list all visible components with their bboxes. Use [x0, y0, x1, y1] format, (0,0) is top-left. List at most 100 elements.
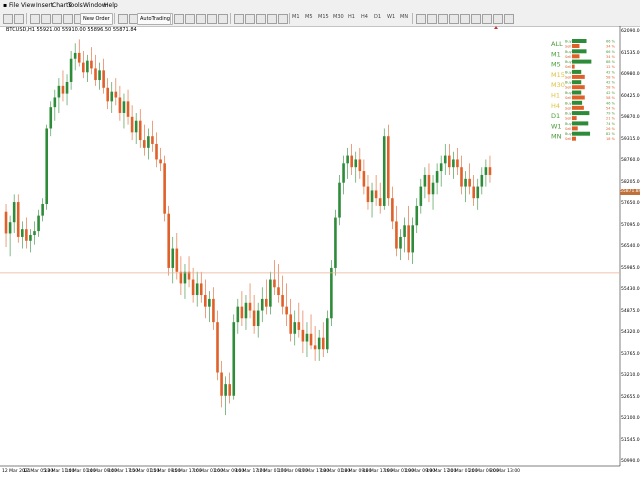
price-axis-label: 54875.00	[621, 308, 640, 314]
candle-bull	[69, 58, 73, 82]
price-axis-label: 58205.00	[621, 179, 640, 185]
market-watch-icon[interactable]	[30, 14, 40, 24]
candle-bear	[187, 271, 191, 280]
text-tool-icon[interactable]	[493, 14, 503, 24]
timeframe-m1[interactable]: M1	[292, 14, 300, 20]
menu-bar: ▪ File View Insert Charts Tools Window H…	[0, 0, 640, 11]
indicator-sell-bar	[572, 95, 585, 100]
candle-bull	[431, 182, 435, 195]
menu-icon[interactable]: ▪	[3, 2, 8, 9]
timeframe-d1[interactable]: D1	[374, 14, 382, 20]
terminal-icon[interactable]	[63, 14, 73, 24]
indicator-buy-percent: 66 %	[606, 40, 616, 44]
indicator-sell-percent: 18 %	[606, 137, 616, 141]
indicator-timeframe-label: D1	[551, 112, 560, 120]
menu-view[interactable]: View	[21, 2, 36, 9]
templates-icon[interactable]	[278, 14, 288, 24]
menu-window[interactable]: Window	[83, 2, 107, 9]
indicator-buy-label: Buy	[565, 70, 572, 74]
timeframe-m5[interactable]: M5	[305, 14, 313, 20]
navigator-icon[interactable]	[52, 14, 62, 24]
zoom-out-icon[interactable]	[218, 14, 228, 24]
candle-bear	[488, 167, 492, 175]
candle-bear	[138, 120, 142, 141]
price-axis-label: 55430.00	[621, 287, 640, 292]
menu-charts[interactable]: Charts	[52, 2, 72, 9]
tile-windows-icon[interactable]	[234, 14, 244, 24]
channel-icon[interactable]	[471, 14, 481, 24]
timeframe-m15[interactable]: M15	[318, 14, 329, 20]
indicator-buy-percent: 74 %	[606, 122, 616, 126]
vertical-line-icon[interactable]	[438, 14, 448, 24]
candle-bull	[65, 81, 69, 94]
timeframe-m30[interactable]: M30	[333, 14, 344, 20]
candle-bull	[423, 174, 427, 187]
price-axis-label: 60980.00	[621, 72, 640, 77]
indicator-buy-label: Buy	[565, 91, 572, 95]
indicator-buy-bar	[572, 39, 587, 43]
candle-bear	[273, 279, 276, 288]
candle-bull	[236, 306, 240, 323]
candle-bear	[374, 190, 378, 199]
candle-bull	[195, 283, 199, 296]
candlestick-icon[interactable]	[185, 14, 195, 24]
indicator-sell-bar	[572, 44, 580, 48]
indicator-buy-percent: 42 %	[606, 70, 616, 74]
bar-chart-icon[interactable]	[174, 14, 184, 24]
timeframe-h4[interactable]: H4	[361, 14, 368, 20]
candle-bear	[126, 101, 130, 117]
toolbar-separator	[412, 13, 413, 24]
new-chart-icon[interactable]	[3, 14, 13, 24]
label-tool-icon[interactable]	[504, 14, 514, 24]
indicators-icon[interactable]	[256, 14, 266, 24]
metaeditor-icon[interactable]	[118, 14, 128, 24]
indicator-buy-label: Buy	[565, 132, 572, 136]
autotrading-button[interactable]: AutoTrading	[137, 13, 173, 25]
chart-window[interactable]: ALL Buy Sell 66 % 34 % M1 Buy Sell 66 % 34 % M5 Buy…	[0, 26, 640, 480]
candle-bear	[472, 186, 475, 199]
horizontal-line-icon[interactable]	[449, 14, 459, 24]
candle-bear	[378, 198, 382, 206]
timeframe-mn[interactable]: MN	[400, 14, 409, 20]
trendline-icon[interactable]	[460, 14, 470, 24]
profiles-icon[interactable]	[14, 14, 24, 24]
price-axis-label: 62090.00	[621, 29, 640, 34]
data-window-icon[interactable]	[41, 14, 51, 24]
menu-help[interactable]: Help	[104, 2, 118, 9]
menu-tools[interactable]: Tools	[68, 2, 83, 9]
zoom-in-icon[interactable]	[207, 14, 217, 24]
candle-bull	[354, 159, 358, 168]
candle-bear	[163, 163, 166, 214]
indicator-sell-bar	[572, 116, 577, 121]
indicator-buy-label: Buy	[565, 40, 572, 44]
candle-bull	[45, 128, 48, 204]
current-price-tag: 55871.84	[620, 189, 640, 195]
candle-bull	[399, 236, 402, 249]
timeframe-w1[interactable]: W1	[387, 14, 396, 20]
candle-bear	[4, 211, 8, 234]
toolbar: New Order AutoTrading M1 M5 M15 M30 H1 H…	[0, 11, 640, 27]
time-axis-label: 20 Mar 09:00	[468, 469, 499, 474]
new-order-button[interactable]: New Order	[80, 13, 113, 25]
menu-insert[interactable]: Insert	[36, 2, 54, 9]
indicator-sell-label: Sell	[565, 117, 571, 121]
price-axis-label: 56540.00	[621, 244, 640, 249]
candle-bull	[37, 215, 40, 232]
indicator-timeframe-label: W1	[551, 122, 562, 130]
candle-bear	[16, 202, 20, 237]
cursor-icon[interactable]	[416, 14, 426, 24]
period-icon[interactable]	[267, 14, 277, 24]
fibonacci-icon[interactable]	[482, 14, 492, 24]
menu-file[interactable]: File	[9, 2, 20, 9]
candle-bear	[191, 279, 195, 296]
price-axis-label: 52100.00	[621, 416, 640, 421]
line-chart-icon[interactable]	[196, 14, 206, 24]
chart-shift-icon[interactable]	[245, 14, 255, 24]
candle-bull	[86, 60, 89, 73]
timeframe-h1[interactable]: H1	[348, 14, 355, 20]
price-axis-label: 60425.00	[621, 93, 640, 99]
candle-bull	[244, 302, 248, 319]
indicator-buy-label: Buy	[565, 81, 572, 85]
crosshair-icon[interactable]	[427, 14, 437, 24]
